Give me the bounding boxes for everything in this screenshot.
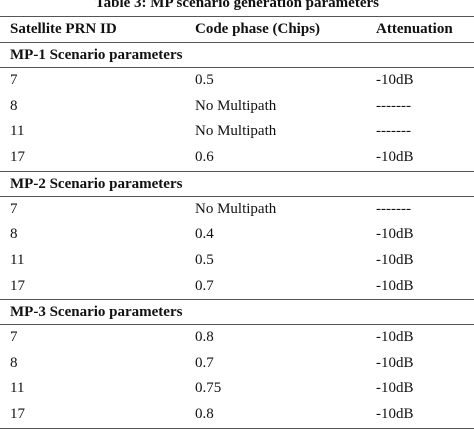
cell: 8 <box>10 354 18 371</box>
rule <box>0 42 474 43</box>
cell: 0.75 <box>195 380 222 397</box>
cell: 17 <box>10 149 25 166</box>
cell: -10dB <box>376 72 414 88</box>
cell: -10dB <box>376 380 414 397</box>
rule <box>0 170 474 172</box>
section-title: MP-2 Scenario parameters <box>10 175 183 192</box>
cell: 0.6 <box>195 149 214 166</box>
cell: 11 <box>10 380 25 397</box>
cell: 0.4 <box>195 226 214 243</box>
cell: -10dB <box>376 149 414 166</box>
cell: 0.5 <box>195 251 214 268</box>
column-header: Attenuation <box>376 21 453 37</box>
cell: 7 <box>10 72 18 88</box>
cell: 17 <box>10 406 25 423</box>
section-title: MP-1 Scenario parameters <box>10 47 183 63</box>
rule <box>0 195 474 197</box>
cell: -10dB <box>376 226 414 243</box>
rule <box>0 427 474 429</box>
cell: 11 <box>10 123 25 140</box>
cell: 0.7 <box>195 277 214 294</box>
cell: 0.7 <box>195 354 214 371</box>
cell: 0.5 <box>195 72 214 88</box>
rule <box>0 324 474 325</box>
cell: 11 <box>10 251 25 268</box>
cell: -10dB <box>376 354 414 371</box>
cell: No Multipath <box>195 123 277 140</box>
cell: ------- <box>376 97 411 114</box>
cell: 7 <box>10 329 18 345</box>
rule <box>0 67 474 68</box>
cell: ------- <box>376 200 411 217</box>
cell: ------- <box>376 123 411 140</box>
cell: 0.8 <box>195 406 214 423</box>
cell: -10dB <box>376 329 414 345</box>
section-title: MP-3 Scenario parameters <box>10 304 183 320</box>
cell: No Multipath <box>195 200 277 217</box>
cell: 17 <box>10 277 25 294</box>
cell: -10dB <box>376 277 414 294</box>
caption: Table 3: MP scenario generation paramete… <box>95 0 379 11</box>
cell: No Multipath <box>195 97 277 114</box>
column-header: Code phase (Chips) <box>195 21 321 37</box>
cell: 7 <box>10 200 18 217</box>
cell: -10dB <box>376 406 414 423</box>
column-header: Satellite PRN ID <box>10 21 117 37</box>
rule <box>0 16 474 17</box>
rule <box>0 299 474 300</box>
cell: 8 <box>10 226 18 243</box>
cell: 0.8 <box>195 329 214 345</box>
cell: -10dB <box>376 251 414 268</box>
cell: 8 <box>10 97 18 114</box>
